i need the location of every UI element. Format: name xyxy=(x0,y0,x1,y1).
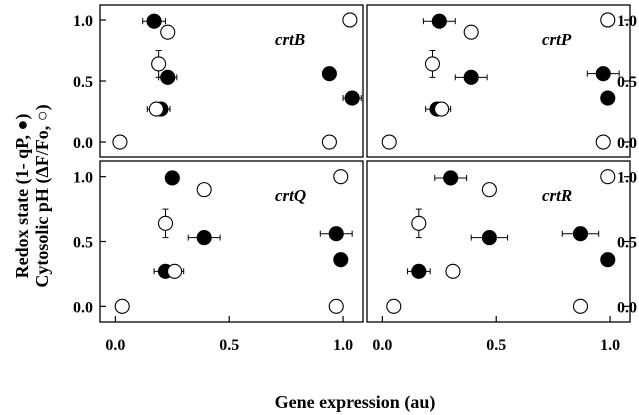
ph-point xyxy=(321,134,337,150)
ph-point xyxy=(424,56,441,72)
y-tick-label-left: 1.0 xyxy=(73,13,93,30)
y-tick-label-right: 1.0 xyxy=(617,13,637,30)
redox-point xyxy=(595,66,611,82)
panel-frame xyxy=(99,4,364,158)
ph-point xyxy=(572,298,589,314)
ph-point xyxy=(411,215,427,231)
panel-frame xyxy=(99,160,364,323)
redox-point xyxy=(463,69,479,85)
y-axis-label-line2: Cytosolic pH (ΔF/Fo, ○) xyxy=(32,104,53,287)
ph-point xyxy=(463,24,479,40)
ph-point xyxy=(167,263,183,279)
ph-point xyxy=(342,12,358,28)
ph-point xyxy=(445,263,461,279)
y-axis-label-line1: Redox state (1- qP, ●) xyxy=(12,114,33,279)
redox-point xyxy=(160,69,176,85)
tick-labels-group: 0.0 0.0 0.5 0.5 1.0 1.0 0.0 0.0 0.5 0.5 1.0 1.0 0.0 0… xyxy=(73,13,637,354)
ph-point xyxy=(196,182,212,198)
ph-point xyxy=(112,134,128,150)
x-tick-label: 0.5 xyxy=(486,337,506,354)
ph-point xyxy=(151,56,167,72)
panel-label-crtR: crtR xyxy=(542,186,572,205)
redox-point xyxy=(321,66,337,82)
redox-point xyxy=(328,226,344,242)
redox-point xyxy=(481,230,497,246)
ph-point xyxy=(600,169,616,185)
redox-point xyxy=(196,230,212,246)
y-tick-label-left: 0.5 xyxy=(73,235,93,252)
panel-label-crtP: crtP xyxy=(542,30,572,49)
ph-point xyxy=(328,298,344,314)
x-tick-label: 1.0 xyxy=(600,337,620,354)
y-tick-label-left: 0.0 xyxy=(73,299,93,316)
ph-point xyxy=(160,24,176,40)
ph-point xyxy=(148,101,164,117)
x-tick-label: 0.0 xyxy=(105,337,125,354)
x-axis-label: Gene expression (au) xyxy=(275,392,436,413)
panel-crtB: crtB xyxy=(99,4,364,158)
ph-point xyxy=(333,169,349,185)
panel-label-crtB: crtB xyxy=(275,30,305,49)
redox-point xyxy=(146,13,162,29)
y-tick-label-left: 0.0 xyxy=(73,135,93,152)
y-tick-label-left: 1.0 xyxy=(73,170,93,187)
redox-point xyxy=(600,90,616,106)
x-tick-label: 0.0 xyxy=(372,337,392,354)
redox-point xyxy=(333,252,349,268)
panel-label-crtQ: crtQ xyxy=(275,186,306,205)
redox-point xyxy=(164,170,180,186)
panels-group: crtB crtP crtQ crtR xyxy=(99,4,631,323)
redox-point xyxy=(600,252,616,268)
redox-point xyxy=(344,90,360,106)
y-tick-label-right: 0.5 xyxy=(617,235,637,252)
panel-crtR: crtR xyxy=(366,160,631,323)
redox-point xyxy=(431,13,447,29)
ph-point xyxy=(600,12,616,28)
ph-point xyxy=(381,134,397,150)
ph-point xyxy=(386,298,402,314)
panel-crtQ: crtQ xyxy=(99,160,364,323)
ph-point xyxy=(434,101,450,117)
y-tick-label-right: 0.5 xyxy=(617,74,637,91)
redox-point xyxy=(443,170,459,186)
panel-crtP: crtP xyxy=(366,4,631,158)
y-tick-label-right: 1.0 xyxy=(617,170,637,187)
ph-point xyxy=(595,134,611,150)
ph-point xyxy=(481,182,497,198)
y-tick-label-right: 0.0 xyxy=(617,299,637,316)
x-tick-label: 0.5 xyxy=(219,337,239,354)
ph-point xyxy=(114,298,130,314)
panel-frame xyxy=(366,160,631,323)
panel-frame xyxy=(366,4,631,158)
redox-point xyxy=(572,226,589,242)
redox-point xyxy=(411,263,427,279)
y-tick-label-left: 0.5 xyxy=(73,74,93,91)
y-tick-label-right: 0.0 xyxy=(617,135,637,152)
x-tick-label: 1.0 xyxy=(333,337,353,354)
ph-point xyxy=(157,215,174,231)
